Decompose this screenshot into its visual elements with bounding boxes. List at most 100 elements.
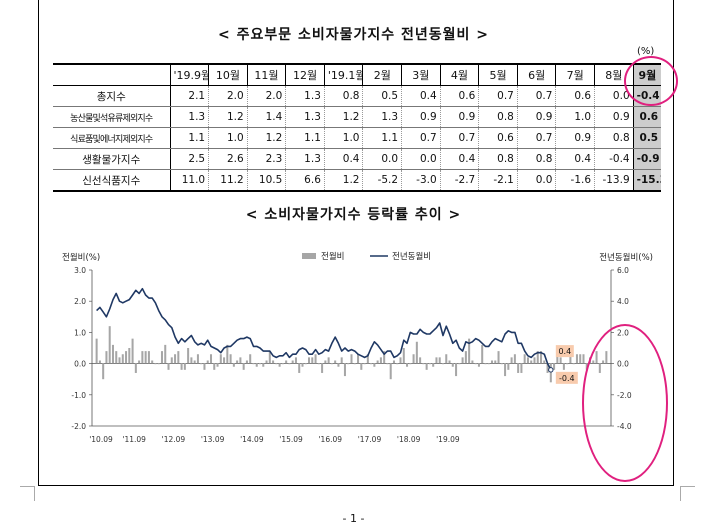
bar [419,357,422,364]
bar [291,360,294,364]
page-corner-mark [680,486,695,501]
bar [255,363,258,367]
table-cell: 0.8 [516,148,556,170]
bar [314,354,317,364]
bar [445,354,448,364]
bar [484,363,487,365]
bar [350,354,353,364]
table-row: 총지수 2.1 2.0 2.0 1.3 0.8 0.5 0.4 0.6 0.7 0.7 0.6 0.0-… [53,85,662,107]
table-cell: 0.9 [555,127,595,149]
table-cell: -2.7 [439,169,479,192]
table-cell: 2.5 [170,148,209,170]
bar [536,351,539,364]
right-tick-label: 2.0 [617,328,629,337]
callout-line-bg [555,371,578,384]
x-tick-label: '10.09 [89,435,113,444]
bar [206,360,209,364]
x-tick-label: '15.09 [279,435,303,444]
bar [441,363,445,365]
bar [471,360,474,364]
callout-bar-value: 0.4 [558,347,571,356]
legend-bar-swatch [302,253,316,259]
column-header: 7월 [555,63,595,86]
callout-bar-bg [555,345,574,358]
table-cell: 0.8 [594,127,634,149]
table-cell: 0.5 [632,127,662,149]
bar [170,357,173,364]
table-cell: 0.8 [323,85,363,107]
bar [108,326,111,364]
bar [327,357,330,364]
bar [582,354,585,364]
x-tick-label: '19.09 [436,435,460,444]
bar [589,357,592,364]
bar [474,363,477,365]
bar [258,363,262,365]
table-cell: 0.0 [516,169,556,192]
bar [128,348,131,364]
table-cell: 0.7 [401,127,441,149]
bar [406,363,409,367]
table-cell: 1.2 [246,127,286,149]
table-cell: 0.8 [478,106,518,128]
table-cell: 2.1 [170,85,209,107]
bar [579,354,582,364]
table-cell: 6.6 [285,169,325,192]
table-cell: -3.0 [401,169,441,192]
table-cell: 0.4 [401,85,441,107]
table-title: < 주요부문 소비자물가지수 전년동월비 > [217,27,490,43]
bar [386,363,389,365]
table-cell: 2.0 [246,85,286,107]
bar [262,363,265,367]
column-header: 11월 [246,63,286,86]
bar [523,354,526,364]
bar [193,360,196,364]
bar [468,338,471,364]
table-cell: 0.9 [594,106,634,128]
bar [520,363,523,373]
column-header: 8월 [594,63,634,86]
bar [370,363,373,365]
line-end-marker [548,367,554,373]
bar [102,363,105,380]
bar [585,363,588,370]
bar [428,363,431,365]
bar [481,344,484,364]
table-cell: 1.0 [208,127,248,149]
row-label: 생활물가지수 [53,148,171,170]
bar [98,360,101,364]
bar [324,360,327,364]
bar [559,357,562,364]
bar [265,360,268,364]
bar [167,363,170,370]
row-label: 총지수 [53,85,171,107]
table-cell: -13.9 [594,169,634,192]
table-cell: 1.0 [555,106,595,128]
table-cell: 1.1 [170,127,209,149]
table-cell: 0.4 [555,148,595,170]
table-cell: 1.3 [362,106,402,128]
table-cell: 11.0 [170,169,209,192]
left-tick-label: 3.0 [74,266,86,275]
bar [451,363,454,367]
bar [118,357,121,364]
bar [200,363,203,365]
bar [219,354,222,364]
bar [504,363,507,377]
bar [507,363,510,370]
bar [216,363,219,367]
table-cell: 2.0 [208,85,248,107]
bar [330,363,333,365]
bar [422,363,425,365]
bar [223,357,226,364]
table-cell: 1.2 [208,106,248,128]
left-tick-label: 1.0 [74,328,86,337]
bar [526,357,529,364]
x-tick-label: '14.09 [240,435,264,444]
x-tick-label: '17.09 [358,435,382,444]
bar [402,348,405,364]
legend-bar-label: 전월비 [321,251,344,262]
bar [245,360,248,364]
legend-line-label: 전년동월비 [392,251,431,262]
bar [252,363,255,365]
